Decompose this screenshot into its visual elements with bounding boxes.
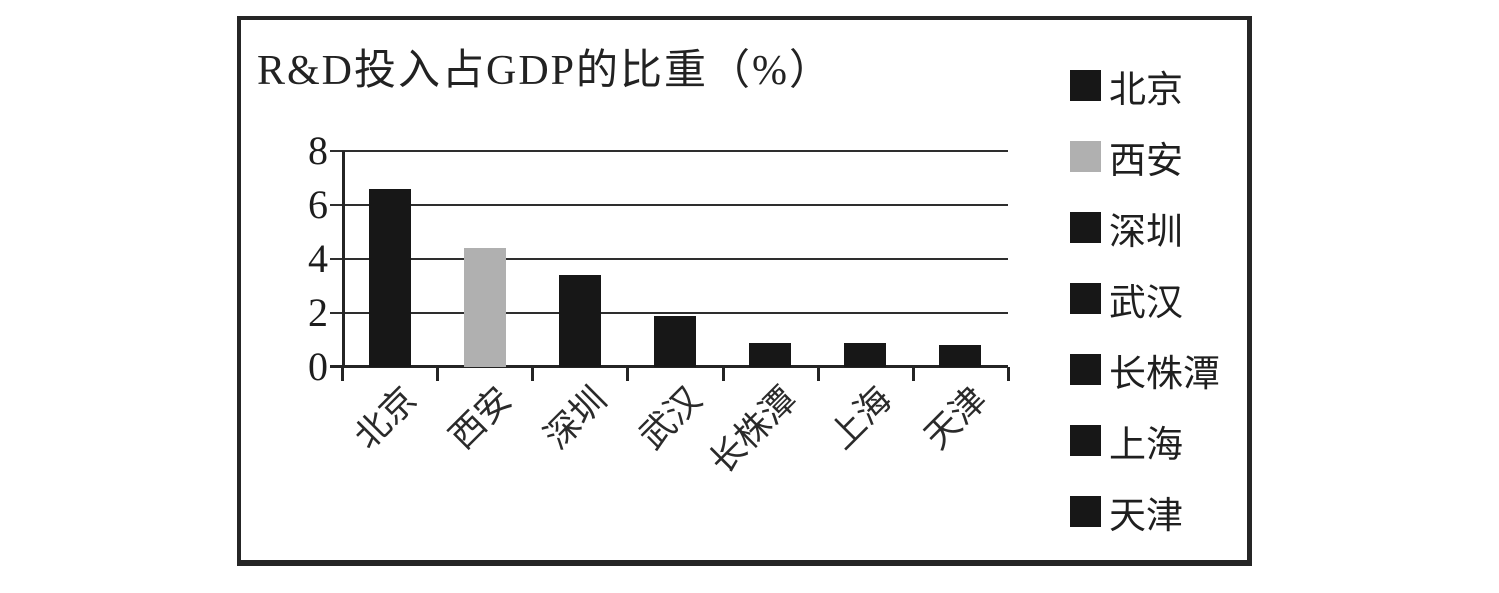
bar-天津 bbox=[939, 345, 982, 367]
x-label-武汉: 武汉 bbox=[632, 379, 710, 457]
y-tick-label: 0 bbox=[308, 344, 328, 389]
x-label-天津: 天津 bbox=[917, 379, 995, 457]
legend-swatch bbox=[1070, 283, 1101, 314]
legend-label: 武汉 bbox=[1109, 282, 1183, 324]
y-tick-label: 4 bbox=[308, 236, 328, 281]
y-tick-label: 6 bbox=[308, 182, 328, 227]
x-label-长株潭: 长株潭 bbox=[702, 379, 805, 482]
bar-武汉 bbox=[654, 315, 696, 367]
legend-item-深圳: 深圳 bbox=[1070, 192, 1245, 263]
gridline-y6 bbox=[330, 204, 1008, 206]
x-label-深圳: 深圳 bbox=[536, 379, 615, 457]
legend-label: 西安 bbox=[1109, 140, 1183, 182]
x-axis-tick bbox=[531, 367, 534, 381]
x-axis-tick bbox=[912, 367, 915, 381]
legend-label: 深圳 bbox=[1109, 211, 1183, 253]
legend-item-西安: 西安 bbox=[1070, 121, 1245, 192]
legend-swatch bbox=[1070, 425, 1101, 456]
y-tick-label: 8 bbox=[308, 128, 328, 173]
legend-label: 长株潭 bbox=[1109, 353, 1220, 395]
gridline-y4 bbox=[330, 258, 1008, 260]
x-label-西安: 西安 bbox=[441, 379, 519, 457]
y-tick-label: 2 bbox=[308, 290, 328, 335]
bar-长株潭 bbox=[749, 342, 792, 367]
legend-swatch bbox=[1070, 70, 1101, 101]
bar-北京 bbox=[368, 188, 411, 367]
gridline-y8 bbox=[330, 150, 1008, 152]
legend-item-上海: 上海 bbox=[1070, 405, 1245, 476]
legend-item-北京: 北京 bbox=[1070, 50, 1245, 121]
legend-label: 天津 bbox=[1109, 495, 1183, 537]
legend-label: 上海 bbox=[1109, 424, 1183, 466]
legend-swatch bbox=[1070, 496, 1101, 527]
y-axis-line bbox=[342, 151, 345, 368]
bar-上海 bbox=[844, 342, 887, 367]
x-label-上海: 上海 bbox=[822, 379, 900, 457]
bar-西安 bbox=[463, 248, 506, 367]
gridline-y2 bbox=[330, 312, 1008, 314]
legend-label: 北京 bbox=[1109, 69, 1183, 111]
legend-swatch bbox=[1070, 212, 1101, 243]
x-axis-tick bbox=[722, 367, 725, 381]
legend-item-长株潭: 长株潭 bbox=[1070, 334, 1245, 405]
legend-swatch bbox=[1070, 354, 1101, 385]
x-axis-tick bbox=[341, 367, 344, 381]
legend-swatch bbox=[1070, 141, 1101, 172]
x-axis-tick bbox=[1007, 367, 1010, 381]
chart-title: R&D投入占GDP的比重（%） bbox=[257, 48, 834, 94]
legend-item-武汉: 武汉 bbox=[1070, 263, 1245, 334]
legend-item-天津: 天津 bbox=[1070, 476, 1245, 547]
x-label-北京: 北京 bbox=[346, 379, 424, 457]
legend: 北京西安深圳武汉长株潭上海天津 bbox=[1070, 50, 1245, 547]
bar-深圳 bbox=[558, 275, 601, 367]
chart-frame: R&D投入占GDP的比重（%） 0 2 4 6 8 北京 西安 深圳 武汉 长株潭 上海 天津 北京西… bbox=[237, 16, 1252, 566]
x-axis-tick bbox=[436, 367, 439, 381]
x-axis-tick bbox=[817, 367, 820, 381]
x-axis-tick bbox=[626, 367, 629, 381]
plot-area: 0 2 4 6 8 北京 西安 深圳 武汉 长株潭 上海 天津 bbox=[308, 131, 1010, 481]
